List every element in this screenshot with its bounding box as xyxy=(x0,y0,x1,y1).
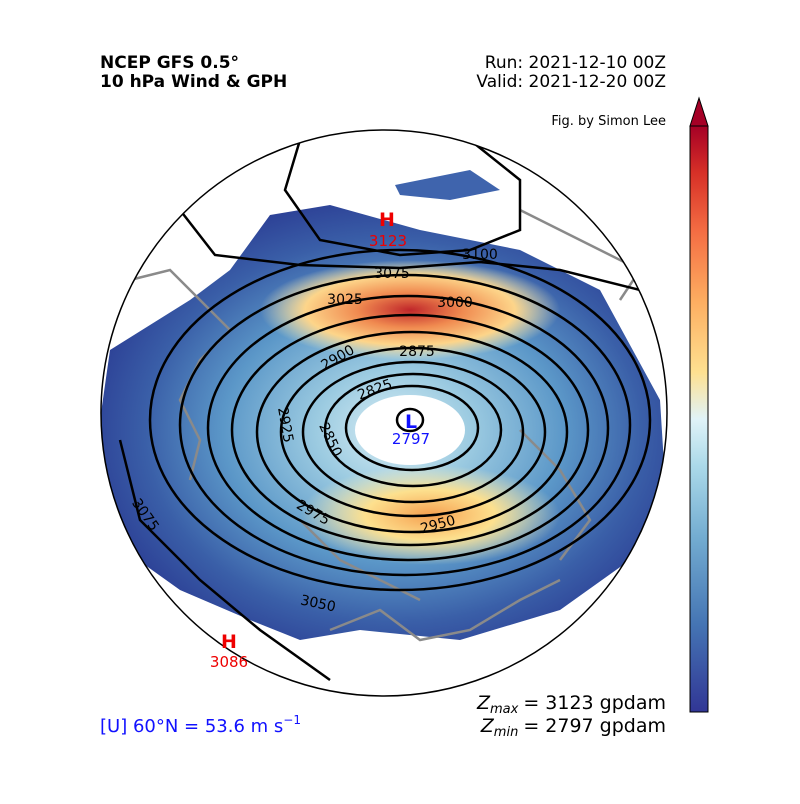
contour-label: 3075 xyxy=(374,266,410,282)
superscript: −1 xyxy=(283,713,301,727)
center-letter: L xyxy=(405,411,417,433)
zmin-value: = 2797 gpdam xyxy=(523,715,666,737)
run-time: Run: 2021-12-10 00Z xyxy=(485,53,666,73)
wind-field xyxy=(395,170,500,200)
field-title: 10 hPa Wind & GPH xyxy=(100,72,287,92)
center-value: 3123 xyxy=(369,232,407,250)
contour-label: 3000 xyxy=(437,295,473,311)
colorbar-extension xyxy=(689,96,709,127)
pressure-centers: H 3123 L 2797 H 3086 xyxy=(210,209,430,671)
model-title: NCEP GFS 0.5° xyxy=(100,53,239,73)
subscript: max xyxy=(490,702,519,717)
wind-index: [U] 60°N = 53.6 m s−1 xyxy=(100,713,301,737)
map-disk xyxy=(101,130,667,696)
zmax: Zmax = 3123 gpdam xyxy=(476,692,666,717)
wind-text: [U] 60°N = 53.6 m s xyxy=(100,716,283,737)
zmin: Zmin = 2797 gpdam xyxy=(480,715,666,740)
symbol: Z xyxy=(480,715,495,737)
center-letter: H xyxy=(221,631,237,653)
map-boundary xyxy=(100,129,668,697)
center-value: 3086 xyxy=(210,653,248,671)
center-letter: H xyxy=(379,209,395,231)
contour-label: 3100 xyxy=(462,247,498,263)
contour-label: 3050 xyxy=(299,592,337,615)
credit: Fig. by Simon Lee xyxy=(551,114,666,129)
contour-label: 2875 xyxy=(399,344,435,360)
symbol: Z xyxy=(476,692,491,714)
contour-label: 3025 xyxy=(327,292,363,308)
subscript: min xyxy=(494,725,519,740)
colorbar xyxy=(689,96,709,713)
contours xyxy=(118,130,652,682)
valid-time: Valid: 2021-12-20 00Z xyxy=(476,72,666,92)
center-value: 2797 xyxy=(392,430,430,448)
contour-label: 2925 xyxy=(274,406,296,444)
zmax-value: = 3123 gpdam xyxy=(523,692,666,714)
colorbar-body xyxy=(689,125,709,713)
